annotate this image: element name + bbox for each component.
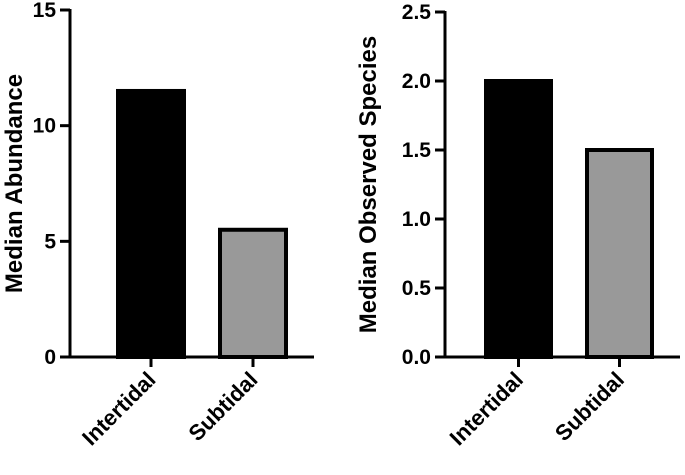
y-axis-label: Median Observed Species	[355, 36, 382, 333]
y-tick-label: 0.5	[402, 277, 432, 300]
bar-subtidal	[218, 227, 288, 359]
x-tick-label-subtidal: Subtidal	[183, 367, 262, 446]
y-tick-label: 2.0	[402, 70, 431, 93]
chart-panel-1: 0.0 0.5 1.0 1.5 2.0 2.5 Intertidal Subtidal Medi…	[355, 1, 680, 450]
y-tick-label: 5	[44, 230, 56, 253]
x-tick-label-intertidal: Intertidal	[445, 367, 528, 450]
y-axis-label: Median Abundance	[1, 74, 28, 293]
y-tick-label: 1.5	[402, 139, 432, 162]
y-tick-label: 1.0	[402, 208, 431, 231]
y-tick-label: 0.0	[402, 346, 431, 369]
bar-subtidal	[585, 148, 654, 359]
y-tick-label: 10	[33, 115, 56, 138]
y-tick-label: 15	[33, 0, 57, 22]
y-tick-label: 2.5	[402, 1, 432, 24]
bar-intertidal	[484, 79, 553, 359]
x-tick-label-intertidal: Intertidal	[77, 367, 160, 450]
chart-panel-0: 0 5 10 15 Intertidal Subtidal Median Abundance	[1, 0, 314, 450]
bar-intertidal	[116, 88, 186, 359]
y-tick-label: 0	[44, 346, 56, 369]
x-tick-label-subtidal: Subtidal	[550, 367, 629, 446]
